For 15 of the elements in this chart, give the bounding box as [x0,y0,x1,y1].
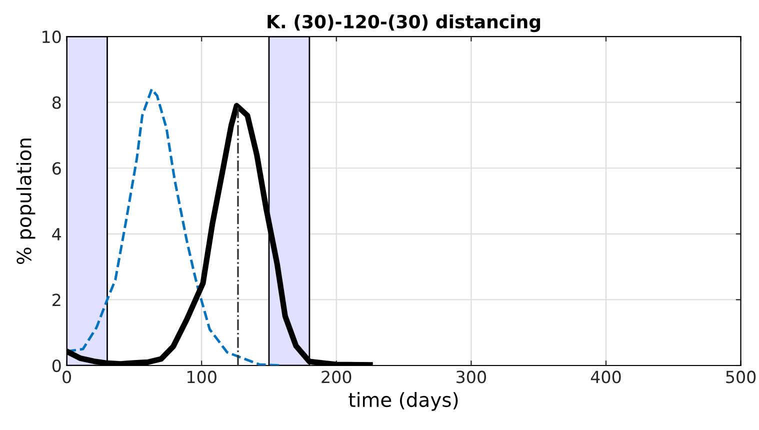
chart-title: K. (30)-120-(30) distancing [268,14,540,32]
x-tick-label: 100 [188,370,216,384]
y-tick-label: 0 [52,359,61,372]
x-tick-label: 400 [590,370,621,384]
x-tick-label: 200 [322,370,352,384]
y-tick-label: 10 [42,30,61,44]
y-tick-label: 6 [52,162,61,175]
x-axis-title: time (days) [348,392,458,411]
y-tick-label: 8 [52,96,61,109]
y-axis-title: % population [16,138,36,264]
x-tick-label: 300 [456,370,486,384]
y-tick-label: 4 [52,228,61,240]
y-tick-label: 2 [52,294,60,306]
x-tick-label: 0 [62,370,71,384]
x-tick-label: 500 [726,370,756,384]
